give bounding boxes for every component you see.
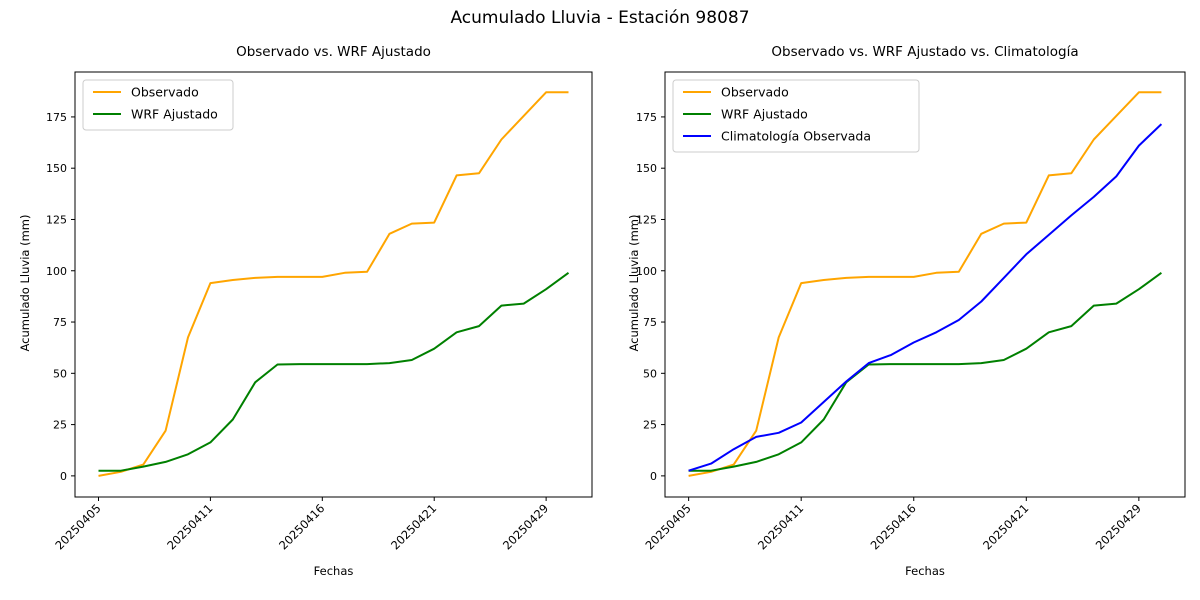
- x-tick-label: 20250416: [868, 501, 919, 552]
- y-tick-label: 100: [46, 265, 67, 278]
- series-line-observado: [98, 91, 569, 477]
- y-tick-label: 50: [53, 367, 67, 380]
- left-chart-axes: 0 25 50 75 100 125 150 175 20250405 20250411 20250…: [46, 71, 593, 553]
- right-y-axis-label: Acumulado Lluvia (mm): [627, 214, 641, 352]
- legend: Observado WRF Ajustado: [82, 79, 234, 131]
- axes-frame: [664, 71, 1186, 498]
- y-tick-label: 175: [636, 111, 657, 124]
- y-tick-label: 175: [46, 111, 67, 124]
- series-line-observado: [688, 91, 1162, 477]
- y-tick-label: 125: [636, 213, 657, 226]
- y-tick-label: 150: [46, 162, 67, 175]
- y-tick-label: 75: [643, 316, 657, 329]
- left-chart-title: Observado vs. WRF Ajustado: [236, 44, 431, 60]
- left-y-axis-label: Acumulado Lluvia (mm): [18, 214, 32, 352]
- x-tick-label: 20250405: [52, 501, 103, 552]
- x-tick-label: 20250405: [642, 501, 693, 552]
- series-line-wrf-ajustado: [98, 271, 570, 472]
- legend-box: [672, 79, 920, 153]
- x-tick-label: 20250421: [980, 501, 1031, 552]
- legend-label: WRF Ajustado: [131, 107, 218, 122]
- x-tick-label: 20250429: [1093, 501, 1144, 552]
- y-tick-label: 25: [643, 419, 657, 432]
- x-tick-label: 20250416: [276, 501, 327, 552]
- y-tick-label: 100: [636, 265, 657, 278]
- x-tick-label: 20250421: [388, 501, 439, 552]
- right-chart-axes: 0 25 50 75 100 125 150 175 20250405 20250411 20250…: [636, 71, 1186, 553]
- y-tick-label: 0: [60, 470, 67, 483]
- y-tick-label: 50: [643, 367, 657, 380]
- left-x-axis-label: Fechas: [313, 564, 354, 578]
- right-chart-title: Observado vs. WRF Ajustado vs. Climatolo…: [771, 44, 1079, 60]
- legend-label: Climatología Observada: [721, 129, 871, 144]
- legend-label: WRF Ajustado: [721, 107, 808, 122]
- axes-frame: [74, 71, 593, 498]
- series-line-climatolog-a-observada: [688, 123, 1163, 472]
- y-tick-label: 0: [650, 470, 657, 483]
- y-tick-label: 75: [53, 316, 67, 329]
- legend-label: Observado: [721, 85, 789, 100]
- legend: Observado WRF Ajustado Climatología Observ…: [672, 79, 920, 153]
- x-tick-label: 20250429: [500, 501, 551, 552]
- x-tick-label: 20250411: [755, 501, 806, 552]
- legend-label: Observado: [131, 85, 199, 100]
- y-tick-label: 150: [636, 162, 657, 175]
- y-tick-label: 25: [53, 419, 67, 432]
- y-tick-label: 125: [46, 213, 67, 226]
- right-x-axis-label: Fechas: [905, 564, 945, 578]
- x-tick-label: 20250411: [164, 501, 215, 552]
- series-line-wrf-ajustado: [688, 271, 1162, 472]
- figure-title: Acumulado Lluvia - Estación 98087: [450, 8, 750, 28]
